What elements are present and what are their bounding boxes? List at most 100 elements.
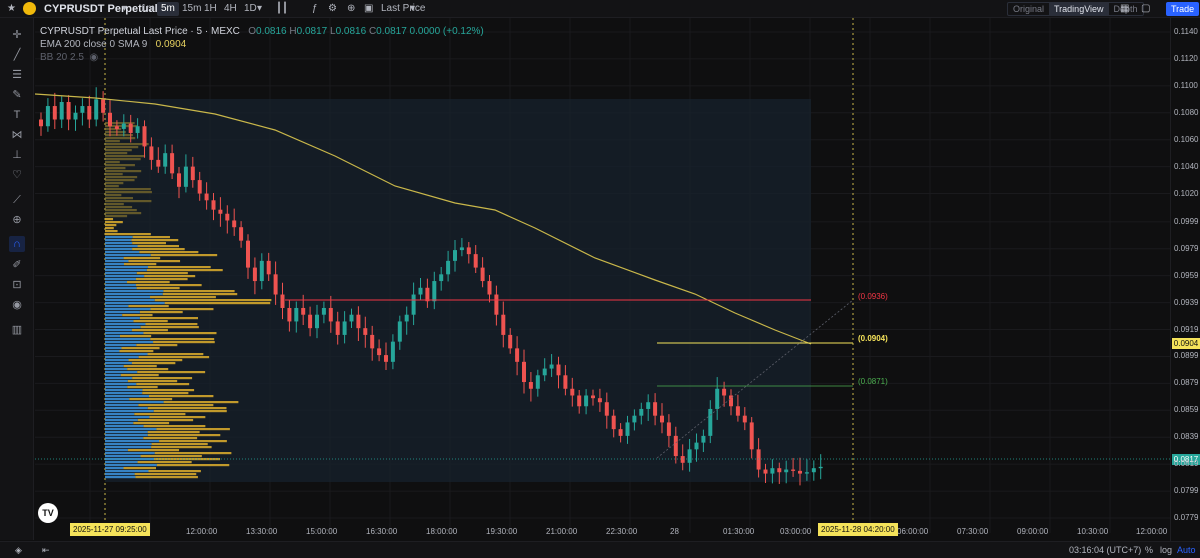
- volume-profile-bar-sell: [105, 137, 136, 140]
- candle-body: [756, 449, 761, 470]
- timeframe-1m[interactable]: 1m: [141, 3, 155, 14]
- volume-profile-bar-sell: [105, 224, 117, 227]
- volume-profile-bar-buy: [105, 404, 139, 407]
- volume-profile-bar-buy: [105, 299, 155, 302]
- magnet-icon[interactable]: ∩: [9, 236, 25, 252]
- volume-profile-bar-buy: [105, 473, 135, 476]
- price-tick: 0.0819: [1174, 459, 1199, 469]
- auto-toggle[interactable]: Auto: [1177, 545, 1196, 555]
- candle-body: [604, 402, 609, 416]
- view-original[interactable]: Original: [1013, 4, 1045, 14]
- chevron-down-icon[interactable]: ▾: [122, 3, 128, 14]
- trash-icon[interactable]: ▥: [11, 324, 23, 336]
- star-icon[interactable]: ★: [7, 3, 16, 14]
- volume-profile-bar-buy: [105, 326, 141, 329]
- time-tick: 06:00:00: [897, 527, 929, 536]
- ema-indicator-label[interactable]: EMA 200 close 0 SMA 9: [40, 39, 148, 50]
- heart-icon[interactable]: ♡: [12, 169, 22, 181]
- volume-profile-bar-sell: [121, 347, 160, 350]
- candle-body: [811, 468, 816, 473]
- trend-line-icon[interactable]: ╱: [13, 49, 21, 61]
- volume-profile-bar-sell: [132, 248, 185, 251]
- volume-profile-bar-buy: [105, 293, 163, 296]
- crosshair-icon[interactable]: ✛: [12, 29, 22, 41]
- candle-body: [777, 468, 782, 473]
- ruler-icon[interactable]: ⟋: [13, 194, 21, 206]
- volume-profile-bar-buy: [105, 449, 128, 452]
- fib-diagonal: [656, 299, 854, 459]
- volume-profile-bar-buy: [105, 422, 134, 425]
- candle-body: [87, 106, 92, 120]
- eye-icon[interactable]: ◉: [12, 299, 22, 311]
- time-tick: 28: [670, 527, 679, 536]
- candle-body: [535, 375, 540, 389]
- volume-profile-bar-sell: [105, 221, 123, 224]
- timeframe-1d[interactable]: 1D: [244, 3, 257, 14]
- volume-profile-bar-sell: [136, 287, 180, 290]
- lock-icon[interactable]: ⊡: [12, 279, 22, 291]
- volume-profile-bar-sell: [142, 389, 195, 392]
- text-icon[interactable]: T: [13, 109, 21, 121]
- volume-profile-bar-buy: [105, 242, 133, 245]
- view-depth[interactable]: Depth: [1113, 4, 1138, 14]
- candle-body: [494, 294, 499, 315]
- brush-icon[interactable]: ✎: [12, 89, 22, 101]
- date-range-icon[interactable]: ⇤: [42, 545, 50, 555]
- layout-icon[interactable]: ▢: [1141, 3, 1151, 14]
- candle-body: [749, 422, 754, 450]
- volume-profile-bar-sell: [149, 416, 206, 419]
- chart-pane[interactable]: TV: [35, 18, 1170, 541]
- candle-body: [190, 166, 195, 181]
- range-start-marker: 2025-11-27 09:25:00: [70, 523, 150, 536]
- calendar-icon[interactable]: ▦: [1120, 3, 1130, 14]
- candle-body: [349, 314, 354, 322]
- timeframe-4h[interactable]: 4H: [224, 3, 237, 14]
- candle-body: [591, 395, 595, 399]
- timeframe-1h[interactable]: 1H: [204, 3, 217, 14]
- candle-body: [52, 106, 57, 120]
- camera-icon[interactable]: ▣: [364, 3, 374, 14]
- chart-type-icon[interactable]: ┃┃: [276, 3, 289, 14]
- view-tradingview[interactable]: TradingView: [1049, 3, 1109, 15]
- timeframe-5m[interactable]: 5m: [157, 2, 179, 16]
- fib-level-mid: (0.0904): [858, 334, 888, 343]
- volume-profile-bar-sell: [105, 125, 138, 128]
- trade-button[interactable]: Trade: [1166, 2, 1200, 16]
- candle-body: [183, 166, 188, 187]
- volume-profile-bar-buy: [105, 410, 154, 413]
- lock-drawing-icon[interactable]: ✐: [12, 259, 22, 271]
- symbol-selector[interactable]: CYPRUSDT Perpetual: [44, 3, 158, 15]
- chart-legend: CYPRUSDT Perpetual Last Price · 5 · MEXC…: [40, 26, 484, 63]
- candle-body: [439, 274, 444, 282]
- volume-profile-bar-sell: [123, 257, 161, 260]
- percent-toggle[interactable]: %: [1145, 545, 1154, 555]
- bb-indicator-label[interactable]: BB 20 2.5: [40, 52, 84, 63]
- eye-icon[interactable]: ◉: [86, 52, 99, 63]
- compare-icon[interactable]: ⊕: [347, 3, 356, 14]
- timeframe-15m[interactable]: 15m: [182, 3, 202, 14]
- horizontal-lines-icon[interactable]: ☰: [12, 69, 22, 81]
- candle-body: [680, 456, 685, 463]
- candle-body: [384, 355, 388, 362]
- measure-icon[interactable]: ⊥: [12, 149, 22, 161]
- candle-body: [735, 406, 740, 416]
- volume-profile-bar-buy: [105, 464, 157, 467]
- volume-profile-bar-sell: [159, 440, 227, 443]
- zoom-in-icon[interactable]: ⊕: [12, 214, 22, 226]
- indicators-icon[interactable]: ƒ: [312, 3, 318, 14]
- volume-profile-bar-buy: [105, 428, 157, 431]
- volume-profile-bar-sell: [137, 371, 206, 374]
- log-toggle[interactable]: log: [1160, 545, 1173, 555]
- pattern-icon[interactable]: ⋈: [11, 129, 23, 141]
- timeframe-more-icon[interactable]: ▾: [257, 3, 263, 14]
- volume-profile-bar-buy: [105, 362, 132, 365]
- chevron-down-icon[interactable]: ▾: [410, 3, 416, 14]
- candle-body: [694, 442, 699, 450]
- clock-time[interactable]: 03:16:04 (UTC+7): [1069, 545, 1142, 555]
- settings-icon[interactable]: ⚙: [328, 3, 337, 14]
- price-axis[interactable]: 0.0904 0.0817 0.1140 0.1120 0.1100 0.1080 0.…: [1170, 18, 1200, 541]
- volume-profile-bar-sell: [105, 173, 123, 176]
- price-source-select[interactable]: Last Price: [381, 3, 426, 14]
- price-tick: 0.1060: [1174, 134, 1199, 144]
- layers-icon[interactable]: ◈: [15, 545, 22, 555]
